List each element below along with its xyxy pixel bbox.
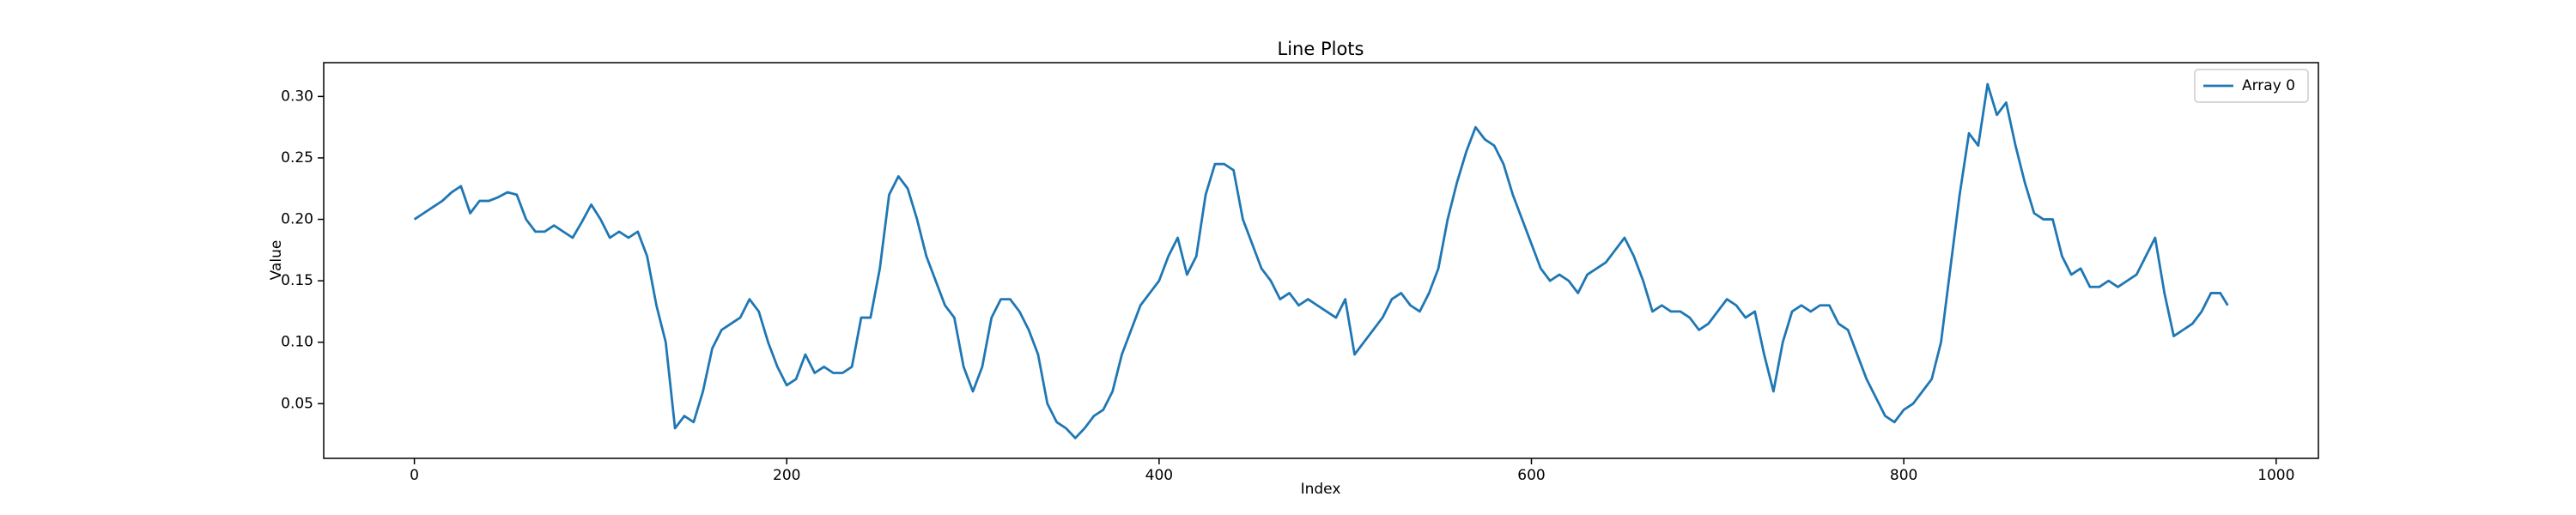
legend-label: Array 0: [2242, 77, 2295, 94]
y-tick-label: 0.15: [281, 272, 313, 289]
x-tick-label: 400: [1145, 467, 1173, 484]
y-axis-label: Value: [268, 240, 285, 281]
x-axis-label: Index: [1301, 481, 1341, 498]
plot-frame: [323, 62, 2319, 459]
x-tick-label: 800: [1890, 467, 1917, 484]
y-tick-label: 0.10: [281, 334, 313, 351]
x-tick-label: 200: [773, 467, 800, 484]
chart-title: Line Plots: [1278, 39, 1364, 59]
x-tick-label: 600: [1517, 467, 1545, 484]
y-tick-label: 0.25: [281, 149, 313, 167]
y-tick-label: 0.30: [281, 88, 313, 105]
y-tick-label: 0.05: [281, 395, 313, 412]
legend-box: [2194, 69, 2309, 103]
x-tick-label: 0: [410, 467, 419, 484]
x-tick-label: 1000: [2257, 467, 2294, 484]
line-series: [413, 82, 2229, 439]
y-tick-label: 0.20: [281, 211, 313, 228]
